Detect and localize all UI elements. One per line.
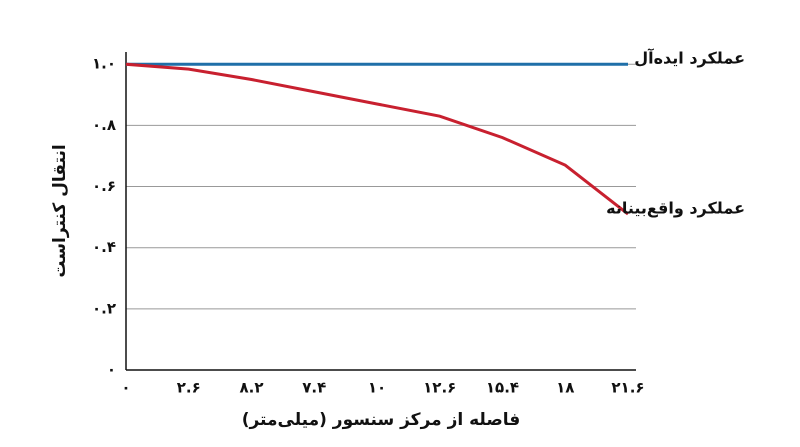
y-tick-label: ۰.۴ (92, 238, 116, 256)
series-label: عملکرد واقع‌بینانه (606, 199, 745, 218)
x-tick-label: ۷.۴ (302, 379, 326, 397)
series-line (125, 62, 629, 216)
x-tick-label: ۲.۶ (177, 379, 201, 397)
x-tick-label: ۱۲.۶ (423, 379, 456, 397)
x-tick-label: ۱۵.۴ (486, 379, 519, 397)
x-tick-label: ۱۸ (556, 379, 574, 397)
y-tick-label: ۰.۲ (92, 299, 116, 317)
x-axis-label: فاصله از مرکز سنسور (میلی‌متر) (242, 410, 521, 430)
x-tick-label: ۰ (121, 379, 130, 397)
y-axis-label: انتقال کنتراست (50, 144, 70, 277)
x-tick-label: ۱۰ (368, 379, 386, 397)
x-tick-label: ۲۱.۶ (611, 379, 644, 397)
y-tick-label: ۰ (107, 361, 116, 379)
series-label: عملکرد ایده‌آل (634, 48, 745, 68)
y-tick-label: ۰.۸ (92, 116, 116, 134)
y-tick-label: ۱.۰ (92, 55, 116, 73)
x-tick-label: ۸.۲ (239, 379, 263, 397)
y-tick-label: ۰.۶ (92, 177, 116, 195)
